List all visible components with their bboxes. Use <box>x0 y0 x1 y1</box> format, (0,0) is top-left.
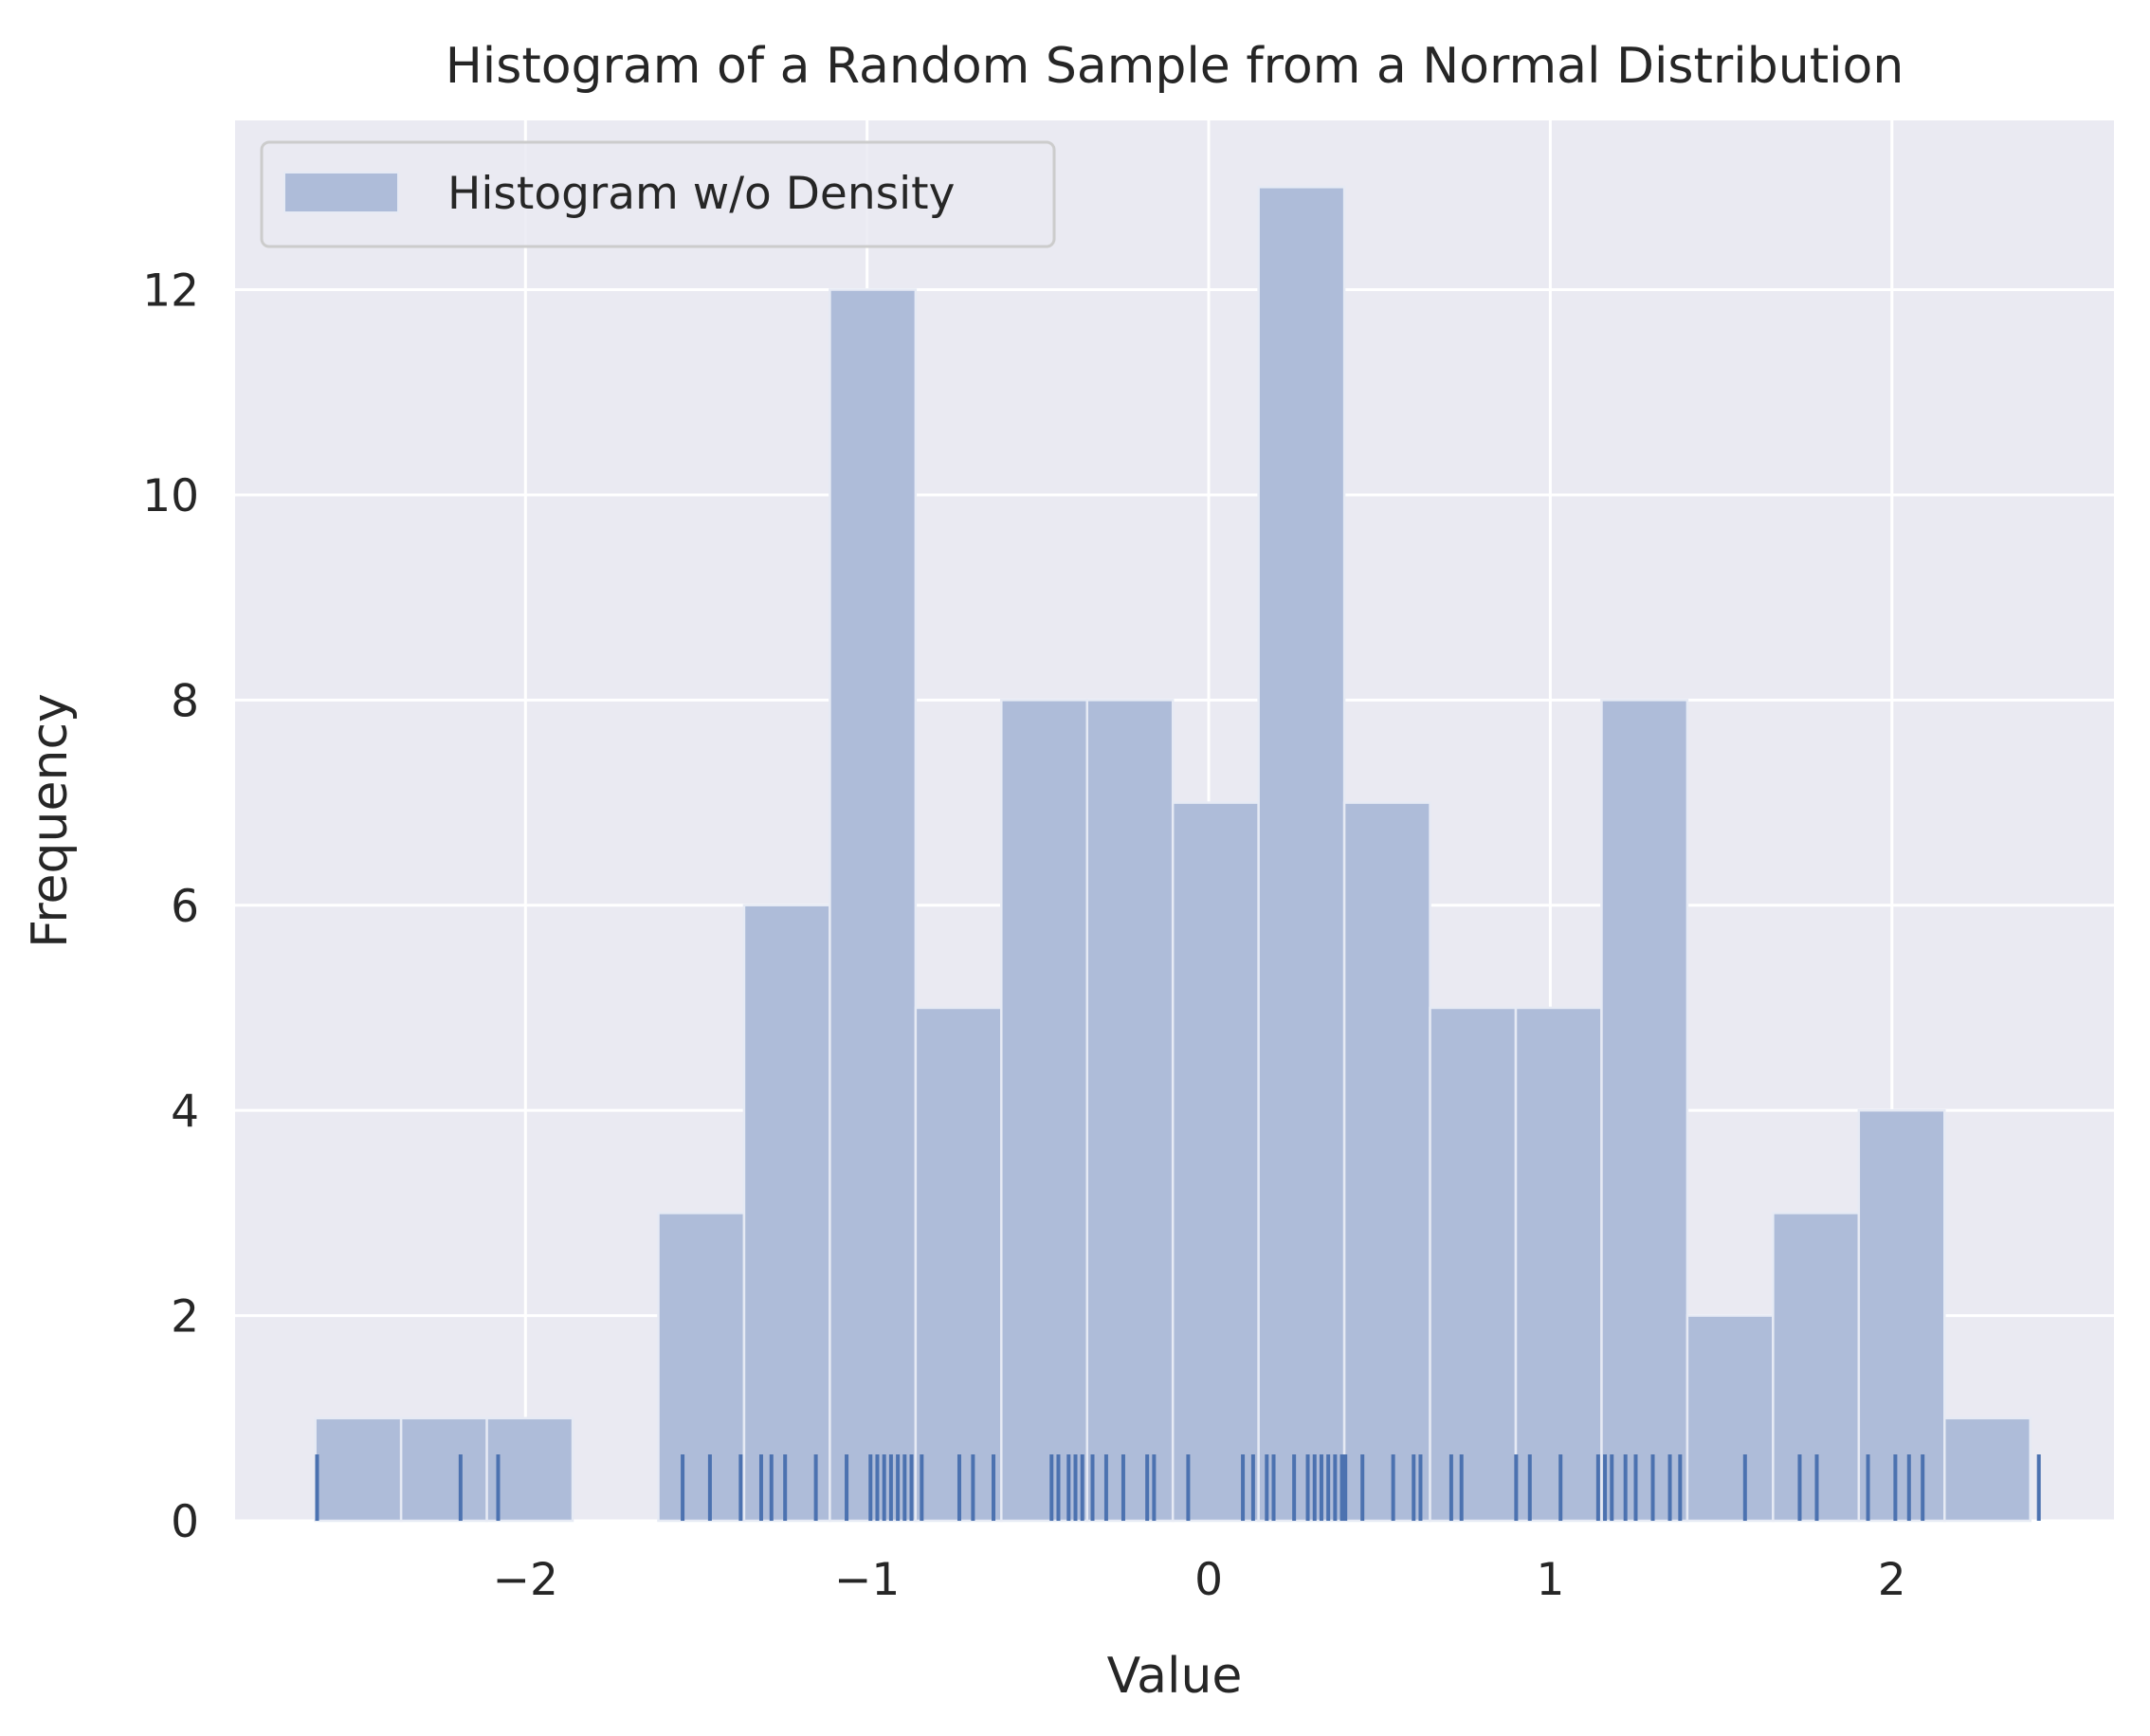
histogram-bar <box>1171 801 1260 1523</box>
histogram-bar <box>1685 1314 1775 1523</box>
histogram-bar <box>1085 699 1175 1523</box>
x-tick-label: 1 <box>1536 1554 1564 1606</box>
histogram-bar <box>1600 699 1689 1523</box>
histogram-bar <box>1943 1416 2032 1523</box>
legend-label: Histogram w/o Density <box>447 168 955 220</box>
legend-swatch <box>283 172 399 213</box>
rug-marks <box>315 1454 2041 1521</box>
x-tick-label: 0 <box>1194 1554 1223 1606</box>
y-tick-label: 6 <box>171 881 199 933</box>
histogram-bar <box>1514 1006 1603 1523</box>
histogram-bar <box>742 904 831 1523</box>
x-tick-label: 2 <box>1878 1554 1906 1606</box>
legend-box <box>260 140 1056 248</box>
histogram-bar <box>914 1006 1003 1523</box>
x-tick-label: −2 <box>493 1554 558 1606</box>
histogram-bar <box>657 1212 746 1523</box>
x-tick-label: −1 <box>834 1554 900 1606</box>
y-tick-label: 2 <box>171 1291 199 1343</box>
histogram-bar <box>1429 1006 1518 1523</box>
y-tick-label: 4 <box>171 1086 199 1138</box>
histogram-bar <box>1857 1108 1946 1523</box>
histogram-bar <box>1257 186 1346 1523</box>
histogram-bar <box>1000 699 1088 1523</box>
y-tick-label: 0 <box>171 1496 199 1548</box>
x-axis-label: Value <box>1107 1648 1243 1705</box>
y-tick-label: 8 <box>171 675 199 727</box>
histogram-bar <box>399 1416 488 1523</box>
histogram-bar <box>485 1416 574 1523</box>
chart-title: Histogram of a Random Sample from a Norm… <box>446 38 1904 95</box>
histogram-bar <box>1342 801 1431 1523</box>
histogram-bar <box>829 288 918 1523</box>
y-tick-label: 12 <box>142 265 199 318</box>
histogram-bar <box>314 1416 403 1523</box>
histogram-bars <box>314 186 2032 1523</box>
y-axis-label: Frequency <box>22 693 79 948</box>
y-tick-label: 10 <box>142 470 199 522</box>
legend: Histogram w/o Density <box>260 140 1056 248</box>
